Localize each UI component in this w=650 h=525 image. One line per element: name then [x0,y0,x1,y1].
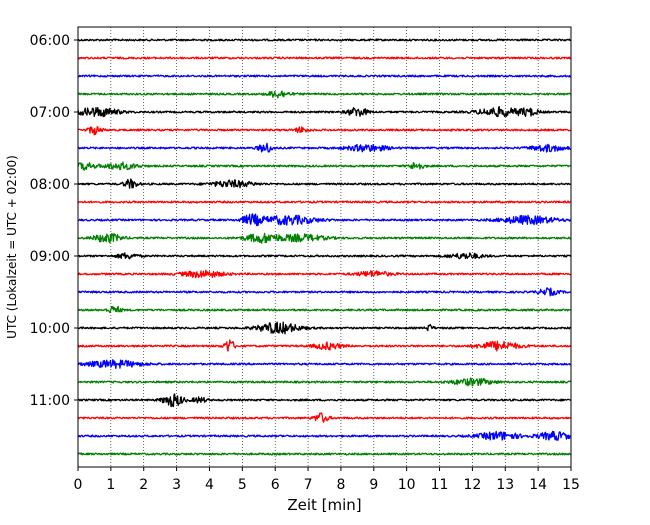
trace-0900 [77,252,572,260]
trace-0730 [77,142,571,153]
x-tick-label: 1 [106,477,115,493]
x-axis-ticks: 0 1 2 3 4 5 6 7 8 9 10 11 12 13 14 15 [74,467,580,493]
x-tick-label: 10 [398,477,416,493]
plot-area-frame [77,26,572,468]
x-tick-label: 12 [463,477,481,493]
trace-0615 [77,56,572,60]
trace-1100 [77,393,571,408]
trace-0945 [77,305,571,313]
trace-0645 [77,90,571,99]
y-tick-label: 10:00 [30,321,70,337]
y-tick-label: 09:00 [30,249,70,265]
x-tick-label: 2 [139,477,148,493]
x-tick-label: 6 [271,477,280,493]
trace-0915 [77,269,571,279]
y-tick-label: 11:00 [30,393,70,409]
y-axis-label: UTC (Lokalzeit = UTC + 02:00) [5,155,19,339]
x-tick-label: 8 [336,477,345,493]
trace-0830 [77,213,572,227]
y-tick-label: 07:00 [30,105,70,121]
trace-1000 [77,321,571,335]
vertical-grid [110,27,539,467]
trace-0845 [77,232,571,244]
trace-1145 [77,452,571,456]
trace-0745 [77,161,572,171]
trace-1030 [77,359,571,370]
trace-1115 [77,412,572,423]
x-tick-label: 14 [529,477,547,493]
x-tick-label: 13 [496,477,514,493]
x-axis-label: Zeit [min] [287,496,361,514]
trace-layer [77,38,572,456]
trace-0630 [77,74,572,78]
trace-0715 [77,126,571,136]
trace-0930 [77,287,571,297]
trace-1045 [77,377,571,387]
x-tick-label: 0 [74,477,83,493]
x-tick-label: 15 [562,477,580,493]
y-tick-label: 08:00 [30,177,70,193]
x-tick-label: 3 [172,477,181,493]
y-tick-label: 06:00 [30,33,70,49]
trace-0800 [77,178,571,189]
trace-0815 [77,200,571,204]
trace-0700 [77,106,572,118]
trace-1015 [77,339,572,352]
trace-0600 [77,38,571,42]
x-tick-label: 7 [304,477,313,493]
x-tick-label: 5 [238,477,247,493]
x-tick-label: 9 [369,477,378,493]
trace-1130 [77,430,571,441]
y-axis-ticks: 06:00 07:00 08:00 09:00 10:00 11:00 [30,33,78,409]
x-tick-label: 4 [205,477,214,493]
x-tick-label: 11 [431,477,449,493]
